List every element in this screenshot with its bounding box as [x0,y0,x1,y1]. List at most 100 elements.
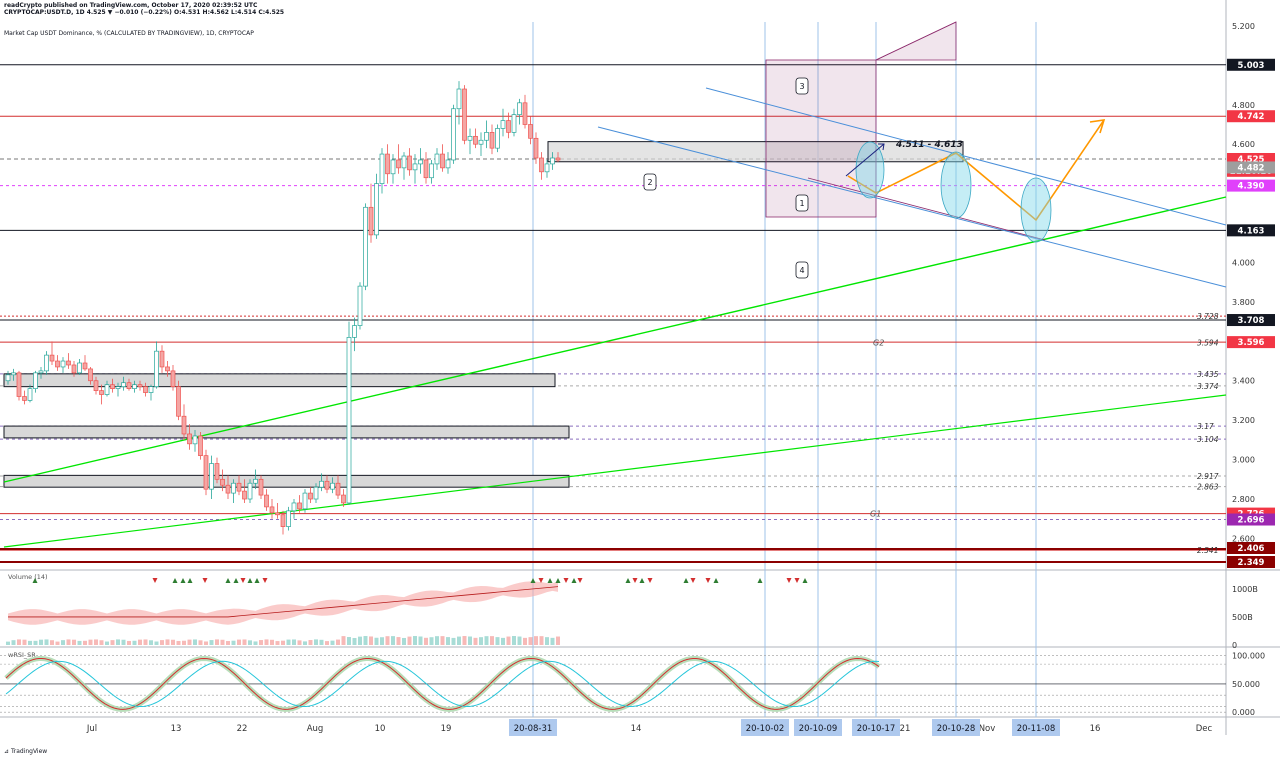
candle-body [517,102,522,115]
candle-body [176,386,181,417]
volume-bar [77,640,82,645]
candle-body [434,153,440,165]
candle-body [71,364,77,374]
volume-bar [506,636,511,645]
g1-label: G1 [870,510,881,519]
callout-text: 2 [647,178,652,187]
arrow-line [845,143,885,177]
candle-body [88,368,93,382]
signal-down-icon [705,578,711,583]
level-label: 3.728 [1197,312,1219,321]
volume-bar [61,640,65,645]
date-marker-box [741,719,789,736]
volume-bar [457,636,461,645]
callout-box [795,261,809,279]
volume-bar [286,639,291,645]
volume-bar [336,639,340,645]
brand-label: TradingView [10,748,48,755]
x-tick-label: 16 [1090,724,1101,734]
x-tick-label: 10 [375,724,386,734]
signal-up-icon [683,578,689,583]
date-marker-label: 20-10-09 [799,724,838,734]
signal-up-icon [625,578,631,583]
candle-body [302,492,308,510]
candle-body [187,433,192,445]
date-marker-label: 20-10-17 [857,724,896,734]
volume-bar [187,639,192,645]
candle-body [341,494,346,504]
candle-body [247,482,253,500]
volume-bar [215,639,219,645]
signal-down-icon [577,578,583,583]
level-label: 2.541 [1197,546,1218,555]
volume-bar [264,639,269,645]
zone-box [3,474,570,488]
candle-body [77,362,82,374]
volume-bar [314,639,318,645]
signal-up-icon [32,578,38,583]
candle-body [22,396,27,401]
candle-body [275,512,280,516]
volume-bar [110,640,115,645]
price-label: 3.596 [1238,338,1265,348]
candle-body [148,386,154,393]
candle-body [308,492,313,500]
candle-body [159,350,165,368]
volume-tick: 1000B [1232,585,1258,594]
volume-bar [330,640,335,645]
volume-bar [517,636,522,645]
candle-body [539,157,544,173]
callout-text: 4 [799,266,804,275]
candle-body [93,380,99,391]
y-tick-label: 3.200 [1232,416,1255,425]
volume-bar [28,640,32,645]
candle-body [55,360,60,368]
candle-body [170,370,176,388]
volume-bar [33,640,38,645]
volume-bar [209,640,214,645]
candle-body [181,415,187,435]
signal-down-icon [202,578,208,583]
projection-arrowhead [1089,119,1106,134]
g2-label: G2 [873,339,884,348]
support-2406-line [0,548,1226,550]
projection-path [847,119,1105,222]
x-tick-label: 21 [900,724,911,734]
candle-body [236,482,242,492]
candle-body [264,494,269,508]
level-label: 3.17 [1197,422,1214,431]
candle-body [335,482,341,496]
candle-body [16,372,22,397]
volume-bar [325,641,329,645]
volume-bar [407,636,412,645]
candle-body [104,384,110,395]
tradingview-brand: ⊿ TradingView [4,748,48,755]
rsi-title: wRSI_SR [8,651,36,659]
volume-bar [99,640,104,645]
candle-body [346,337,352,504]
candle-body [258,478,264,496]
level-label: 3.594 [1197,339,1219,348]
price-label-bg [1227,336,1275,349]
candle-body [522,102,528,125]
signal-up-icon [547,578,553,583]
volume-bar [391,636,395,645]
volume-bar [501,637,505,645]
price-label: 4.525 [1238,155,1265,165]
y-tick-label: 2.800 [1232,495,1255,504]
volume-bar [440,636,445,645]
date-marker-label: 20-08-31 [514,724,553,734]
signal-up-icon [187,578,193,583]
rsi-tick: 0.000 [1232,708,1255,717]
candle-body [467,135,473,141]
candle-body [489,132,495,149]
volume-bar [539,636,544,645]
candle-body [440,153,445,169]
volume-bar [495,637,500,645]
volume-bar [121,639,126,645]
y-tick-label: 2.600 [1232,534,1255,543]
signal-up-icon [713,578,719,583]
candle-body [225,484,231,494]
volume-title: Volume (14) [8,573,48,581]
